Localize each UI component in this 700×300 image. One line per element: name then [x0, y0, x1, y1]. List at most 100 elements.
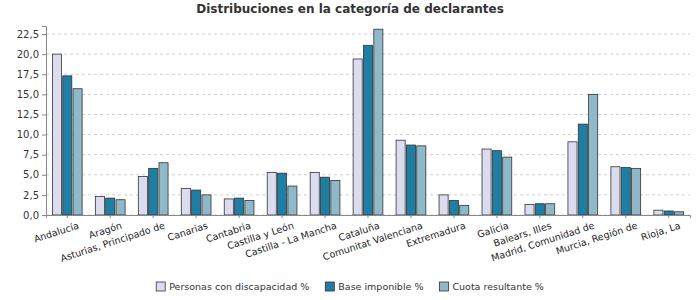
tick-label: 15,0: [17, 89, 39, 100]
bar: [202, 195, 211, 215]
x-axis: AndalucíaAragónAsturias, Principado deCa…: [32, 215, 690, 264]
bar: [95, 197, 104, 215]
bar: [492, 151, 501, 215]
bar: [578, 124, 587, 215]
bar: [106, 198, 115, 215]
tick: Asturias, Principado de: [59, 215, 166, 264]
tick-label: 2,5: [23, 190, 39, 201]
tick-mark: [67, 215, 68, 218]
tick: Rioja, La: [640, 215, 682, 243]
tick: Murcia, Región de: [554, 215, 638, 256]
bar: [568, 142, 577, 215]
bar: [353, 59, 362, 215]
legend-swatch: [325, 282, 334, 291]
axis-line: [42, 27, 47, 216]
bar: [621, 168, 630, 215]
bar: [374, 29, 383, 215]
bar: [73, 89, 82, 215]
axis-line: [47, 216, 691, 219]
tick: 15,0: [17, 89, 46, 100]
legend-item: Base imponible %: [325, 281, 423, 292]
bar: [632, 168, 641, 215]
tick: 0,0: [23, 210, 46, 221]
bar: [267, 172, 276, 215]
bar: [525, 205, 534, 215]
tick-label: 12,5: [17, 109, 39, 120]
tick-mark: [42, 34, 46, 35]
tick-mark: [582, 215, 583, 218]
tick-label: 17,5: [17, 69, 39, 80]
tick-mark: [496, 215, 497, 218]
bar: [535, 204, 544, 215]
tick-label: Andalucía: [32, 220, 80, 245]
bar: [235, 198, 244, 215]
tick-mark: [625, 215, 626, 218]
bar: [503, 157, 512, 215]
tick-mark: [368, 215, 369, 218]
grid-line: [46, 34, 690, 35]
bar: [406, 145, 415, 215]
bar: [331, 180, 340, 215]
tick: 12,5: [17, 109, 46, 120]
tick-mark: [325, 215, 326, 218]
tick-label: 5,0: [23, 169, 39, 180]
legend-item: Personas con discapacidad %: [156, 281, 309, 292]
tick-mark: [453, 215, 454, 218]
tick-label: 7,5: [23, 149, 39, 160]
tick: 5,0: [23, 169, 46, 180]
tick: Extremadura: [405, 215, 467, 249]
bar: [675, 212, 684, 215]
bars: [52, 29, 683, 215]
tick-mark: [42, 94, 46, 95]
title: Distribuciones en la categoría de declar…: [196, 2, 504, 16]
legend: Personas con discapacidad % Base imponibl…: [156, 281, 544, 292]
tick-mark: [110, 215, 111, 218]
tick-label: 20,0: [17, 49, 39, 60]
tick-mark: [668, 215, 669, 218]
bar: [52, 54, 61, 215]
tick-mark: [196, 215, 197, 218]
y-axis: 0,0 2,5 5,0 7,5 10,0 12,5 15,0 17,5 20,0 22,5: [17, 27, 47, 221]
tick-label: Rioja, La: [640, 220, 682, 243]
bar: [192, 190, 201, 215]
legend-swatch: [439, 282, 448, 291]
tick-label: 0,0: [23, 210, 39, 221]
bar: [224, 199, 233, 215]
bar: [245, 201, 254, 215]
tick: 17,5: [17, 69, 46, 80]
bar: [654, 210, 663, 215]
tick-mark: [42, 114, 46, 115]
tick: Canarias: [166, 215, 209, 243]
bar: [159, 163, 168, 215]
legend-label: Personas con discapacidad %: [169, 281, 309, 292]
grid: [46, 34, 690, 215]
bar: [320, 177, 329, 215]
bar: [138, 176, 147, 215]
tick-mark: [42, 135, 46, 136]
bar: [449, 201, 458, 215]
tick: 22,5: [17, 29, 46, 40]
tick-mark: [239, 215, 240, 218]
bar: [116, 200, 125, 215]
tick-mark: [153, 215, 154, 218]
tick-mark: [539, 215, 540, 218]
tick-label: 10,0: [17, 129, 39, 140]
bar: [546, 204, 555, 215]
bar: [363, 45, 372, 215]
chart: Distribuciones en la categoría de declar…: [0, 0, 700, 300]
tick-label: 22,5: [17, 29, 39, 40]
tick-mark: [42, 215, 46, 216]
bar: [149, 168, 158, 215]
bar: [611, 167, 620, 215]
legend-swatch: [156, 282, 165, 291]
bar: [63, 76, 72, 215]
legend-label: Cuota resultante %: [452, 281, 543, 292]
tick-mark: [282, 215, 283, 218]
tick: 7,5: [23, 149, 46, 160]
tick-label: Murcia, Región de: [554, 220, 638, 257]
tick-mark: [42, 175, 46, 176]
tick: 20,0: [17, 49, 46, 60]
tick: 10,0: [17, 129, 46, 140]
bar: [589, 94, 598, 215]
tick-label: Extremadura: [405, 220, 467, 250]
